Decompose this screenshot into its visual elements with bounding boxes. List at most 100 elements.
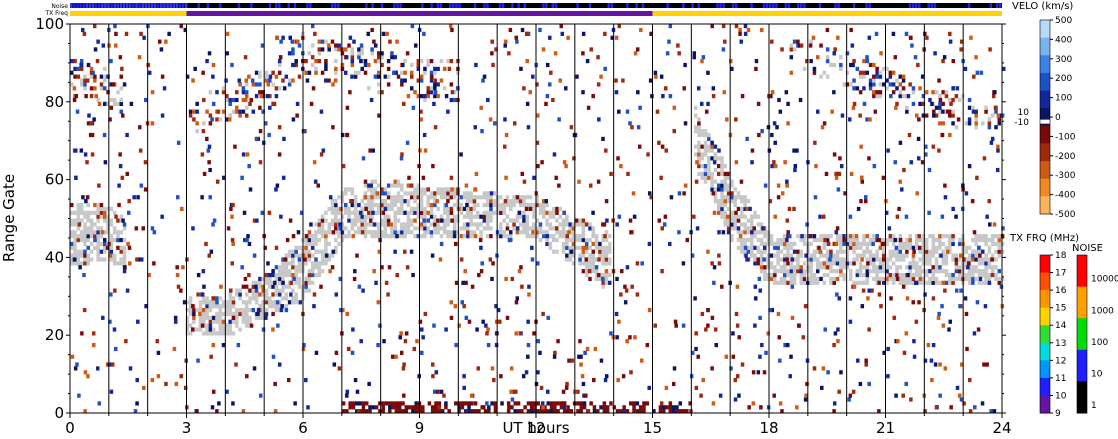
velocity-cell bbox=[753, 245, 757, 250]
ground-scatter-cell bbox=[426, 59, 430, 64]
ground-scatter-cell bbox=[314, 222, 318, 227]
noise-level-cell bbox=[995, 3, 999, 8]
ground-scatter-cell bbox=[466, 199, 470, 204]
ground-scatter-cell bbox=[244, 292, 249, 297]
velocity-cell bbox=[320, 39, 325, 44]
ground-scatter-cell bbox=[297, 245, 302, 250]
velocity-cell bbox=[628, 218, 633, 223]
ground-scatter-cell bbox=[987, 117, 992, 122]
ground-scatter-cell bbox=[376, 234, 381, 239]
velocity-cell bbox=[355, 409, 359, 414]
velocity-cell bbox=[413, 210, 417, 215]
velocity-cell bbox=[867, 288, 871, 293]
ground-scatter-cell bbox=[343, 234, 348, 239]
velocity-cell bbox=[653, 70, 658, 75]
ground-scatter-cell bbox=[350, 187, 355, 192]
velocity-cell bbox=[337, 47, 341, 52]
ground-scatter-cell bbox=[730, 183, 734, 188]
velocity-cell bbox=[855, 86, 860, 91]
velocity-cell bbox=[504, 175, 508, 180]
ground-scatter-cell bbox=[736, 214, 741, 219]
ground-scatter-cell bbox=[528, 226, 533, 231]
ground-scatter-cell bbox=[469, 222, 473, 227]
ground-scatter-cell bbox=[452, 222, 457, 227]
noise-level-cell bbox=[722, 3, 725, 8]
ground-scatter-cell bbox=[819, 261, 823, 266]
ground-scatter-cell bbox=[786, 269, 790, 274]
velocity-cell bbox=[324, 234, 328, 239]
velocity-cell bbox=[419, 222, 424, 227]
velocity-cell bbox=[951, 206, 955, 212]
ground-scatter-cell bbox=[812, 253, 817, 258]
ground-scatter-cell bbox=[360, 199, 364, 204]
velocity-cell bbox=[565, 381, 569, 387]
velocity-cell bbox=[783, 160, 787, 165]
velocity-cell bbox=[902, 350, 907, 355]
ground-scatter-cell bbox=[383, 199, 388, 204]
velocity-cell bbox=[230, 237, 235, 243]
velocity-cell bbox=[467, 319, 472, 324]
ground-scatter-cell bbox=[967, 280, 972, 285]
ground-scatter-cell bbox=[948, 234, 952, 239]
ground-scatter-cell bbox=[271, 280, 275, 285]
ground-scatter-cell bbox=[967, 269, 972, 274]
velocity-cell bbox=[710, 261, 714, 266]
velocity-cell bbox=[191, 304, 195, 309]
ground-scatter-cell bbox=[485, 222, 490, 227]
velocity-cell bbox=[319, 109, 324, 114]
ground-scatter-cell bbox=[406, 214, 411, 219]
ground-scatter-cell bbox=[248, 315, 252, 320]
ground-scatter-cell bbox=[703, 152, 708, 157]
ground-scatter-cell bbox=[502, 230, 506, 235]
velocity-cell bbox=[421, 405, 425, 410]
velocity-cell bbox=[840, 113, 845, 118]
velocity-cell bbox=[89, 66, 94, 71]
velocity-cell bbox=[649, 31, 653, 36]
ground-scatter-cell bbox=[948, 276, 952, 282]
velocity-cell bbox=[268, 74, 273, 79]
ground-scatter-cell bbox=[964, 245, 969, 250]
velocity-cell bbox=[277, 362, 282, 367]
velocity-cell bbox=[619, 409, 623, 414]
ground-scatter-cell bbox=[274, 288, 279, 293]
ground-scatter-cell bbox=[284, 265, 289, 270]
velocity-cell bbox=[639, 27, 643, 33]
velocity-cell bbox=[989, 409, 993, 414]
ground-scatter-cell bbox=[832, 276, 836, 282]
velocity-cell bbox=[685, 237, 690, 243]
velocity-cell bbox=[371, 210, 375, 215]
velocity-cell bbox=[507, 51, 511, 56]
ground-scatter-cell bbox=[779, 241, 784, 247]
noise-level-cell bbox=[750, 3, 753, 8]
velocity-cell bbox=[740, 362, 745, 367]
ground-scatter-cell bbox=[390, 202, 394, 208]
ground-scatter-cell bbox=[707, 156, 711, 161]
ground-scatter-cell bbox=[400, 226, 404, 231]
velocity-cell bbox=[86, 62, 91, 68]
velocity-cell bbox=[258, 276, 262, 282]
ground-scatter-cell bbox=[994, 272, 998, 278]
ground-scatter-cell bbox=[439, 191, 444, 196]
velocity-cell bbox=[83, 261, 87, 266]
noise-color-swatch bbox=[1077, 381, 1087, 414]
ground-scatter-cell bbox=[419, 206, 424, 212]
ground-scatter-cell bbox=[532, 210, 536, 215]
velocity-color-swatch bbox=[1040, 55, 1050, 74]
velocity-cell bbox=[86, 374, 90, 379]
ground-scatter-cell bbox=[83, 257, 87, 262]
velocity-cell bbox=[997, 269, 1002, 274]
velocity-cell bbox=[449, 206, 454, 212]
ground-scatter-cell bbox=[799, 253, 803, 258]
ground-scatter-cell bbox=[334, 206, 338, 212]
velocity-cell bbox=[879, 51, 883, 56]
velocity-cell bbox=[974, 55, 978, 60]
velocity-cell bbox=[397, 405, 402, 410]
noise-level-cell bbox=[153, 3, 157, 8]
ground-scatter-cell bbox=[720, 171, 724, 177]
velocity-cell bbox=[211, 101, 216, 106]
velocity-cell bbox=[851, 62, 855, 68]
ground-scatter-cell bbox=[112, 237, 117, 243]
ground-scatter-cell bbox=[726, 199, 731, 204]
ground-scatter-cell bbox=[829, 269, 833, 274]
ground-scatter-cell bbox=[921, 276, 926, 282]
